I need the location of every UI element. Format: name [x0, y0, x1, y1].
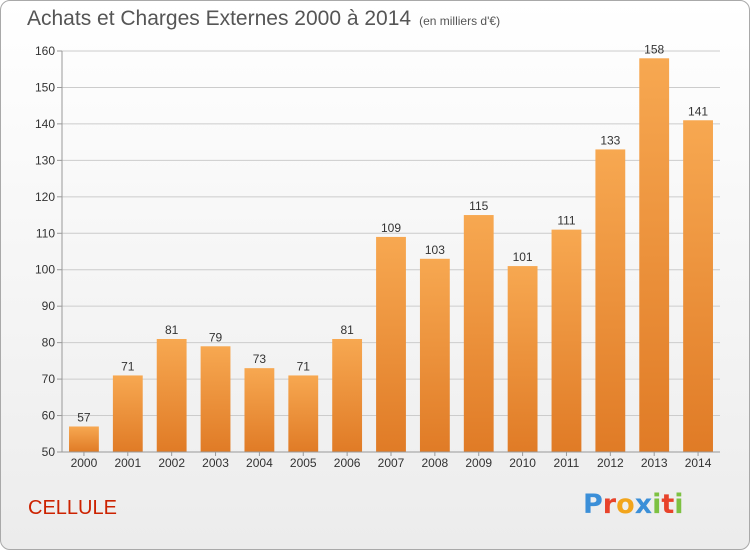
bar-2002: [156, 338, 187, 452]
x-tick-label: 2014: [685, 456, 712, 470]
x-tick-label: 2000: [71, 456, 98, 470]
bar-2007: [376, 236, 406, 452]
x-tick-label: 2008: [422, 456, 449, 470]
y-tick-label: 70: [42, 372, 56, 386]
data-label: 133: [600, 133, 620, 147]
data-label: 158: [644, 42, 664, 56]
chart-title: Achats et Charges Externes 2000 à 2014: [27, 7, 412, 30]
x-tick-label: 2001: [114, 456, 141, 470]
y-tick-label: 160: [35, 44, 55, 58]
logo-letter: t: [661, 489, 675, 520]
data-label: 103: [425, 243, 445, 257]
bar-2012: [595, 149, 626, 452]
bar-2013: [639, 58, 670, 453]
bar-layer: [69, 58, 713, 453]
y-tick-label: 100: [35, 263, 55, 277]
data-label: 73: [253, 352, 267, 366]
logo-letter: i: [652, 489, 662, 520]
data-label: 81: [165, 323, 179, 337]
data-label: 141: [688, 104, 708, 118]
x-tick-label: 2009: [465, 456, 492, 470]
x-tick-label: 2010: [509, 456, 536, 470]
bar-2001: [112, 375, 143, 452]
data-label: 81: [340, 323, 354, 337]
x-tick-label: 2002: [158, 456, 185, 470]
bar-2005: [288, 375, 319, 452]
logo-letter: x: [634, 489, 653, 520]
x-tick-label: 2011: [554, 456, 580, 470]
data-label: 111: [557, 214, 576, 228]
y-tick-label: 110: [36, 226, 55, 240]
commune-name: CELLULE: [28, 497, 117, 519]
data-label: 57: [77, 410, 91, 424]
x-tick-label: 2004: [246, 456, 273, 470]
bar-2000: [69, 426, 99, 452]
proxiti-logo: Proxiti: [583, 489, 684, 520]
y-tick-label: 140: [35, 117, 55, 131]
unit-note: (en milliers d'€): [419, 14, 501, 28]
y-tick-label: 90: [42, 299, 56, 313]
x-tick-label: 2005: [290, 456, 317, 470]
bar-2010: [507, 266, 538, 452]
logo-letter: i: [674, 489, 684, 520]
bar-2008: [419, 258, 450, 452]
x-tick-label: 2006: [334, 456, 361, 470]
chart-title-block: Achats et Charges Externes 2000 à 2014 (e…: [27, 7, 500, 31]
bar-2006: [332, 338, 363, 452]
data-label: 71: [297, 359, 311, 373]
bar-2011: [551, 229, 582, 452]
x-tick-label: 2012: [597, 456, 624, 470]
y-tick-label: 120: [35, 190, 55, 204]
bar-2003: [200, 346, 231, 452]
y-tick-label: 130: [35, 153, 55, 167]
x-tick-label: 2013: [641, 456, 668, 470]
data-label: 71: [121, 359, 135, 373]
logo-letter: P: [583, 489, 603, 520]
bar-2014: [683, 120, 713, 452]
data-label: 79: [209, 330, 223, 344]
x-tick-label: 2007: [378, 456, 405, 470]
y-tick-label: 60: [42, 409, 56, 423]
axis-layer: 50 60 70 80 90 100 110 120 130 140 150 160 57 2000 71 2…: [35, 42, 720, 470]
x-tick-label: 2003: [202, 456, 229, 470]
data-label: 101: [513, 250, 533, 264]
data-label: 109: [381, 221, 401, 235]
bar-2009: [463, 215, 494, 452]
data-label: 115: [469, 199, 488, 213]
y-tick-label: 80: [42, 336, 56, 350]
y-tick-label: 50: [42, 445, 56, 459]
bar-2004: [244, 368, 275, 452]
y-tick-label: 150: [35, 80, 55, 94]
logo-letter: o: [616, 489, 635, 520]
logo-letter: r: [602, 489, 617, 520]
